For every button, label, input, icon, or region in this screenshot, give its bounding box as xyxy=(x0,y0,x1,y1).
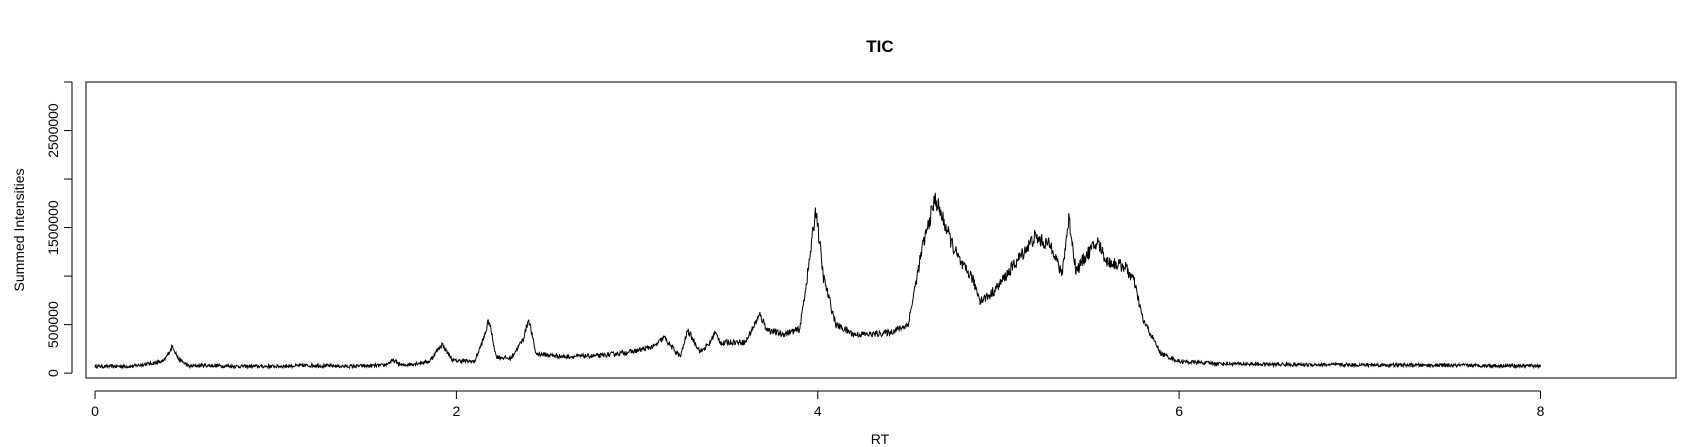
y-tick-label: 2500000 xyxy=(45,103,61,158)
x-tick-label: 4 xyxy=(814,403,822,419)
series-line xyxy=(94,192,1541,370)
series-layer xyxy=(94,192,1541,370)
x-tick-label: 8 xyxy=(1537,403,1545,419)
y-axis: 0 500000 1500000 2500000 xyxy=(45,81,73,377)
x-axis-title: RT xyxy=(871,431,890,447)
y-axis-title: Summed Intensities xyxy=(11,169,27,292)
chart-title: TIC xyxy=(866,37,893,56)
x-tick-label: 2 xyxy=(452,403,460,419)
y-tick-label: 0 xyxy=(45,369,61,377)
x-axis: 0 2 4 6 8 xyxy=(91,390,1545,419)
x-tick-label: 0 xyxy=(91,403,99,419)
y-tick-label: 500000 xyxy=(45,301,61,348)
x-tick-label: 6 xyxy=(1175,403,1183,419)
y-tick-label: 1500000 xyxy=(45,200,61,255)
plot-box xyxy=(85,81,1677,379)
